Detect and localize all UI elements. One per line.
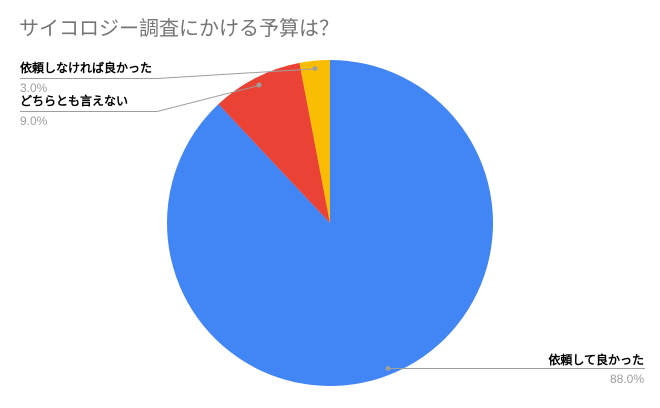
callout-percent-big-slice: 88.0% bbox=[609, 372, 644, 386]
pie-slice-0[interactable] bbox=[167, 60, 494, 386]
pie-slices bbox=[167, 60, 494, 386]
callout-label-small-slice: 依頼しなければ良かった bbox=[20, 61, 153, 75]
callout-label-big-slice: 依頼して良かった bbox=[548, 353, 644, 367]
leader-dot-small-slice bbox=[312, 66, 318, 71]
callout-label-mid-slice: どちらとも言えない bbox=[20, 94, 129, 108]
leader-line-mid-slice bbox=[20, 85, 260, 112]
callout-percent-small-slice: 3.0% bbox=[20, 81, 48, 95]
pie-slice-2[interactable] bbox=[299, 60, 330, 223]
callout-percent-mid-slice: 9.0% bbox=[20, 114, 48, 128]
pie-slice-1[interactable] bbox=[218, 62, 330, 223]
leader-line-small-slice bbox=[20, 68, 314, 79]
chart-title: サイコロジー調査にかける予算は？ bbox=[19, 18, 339, 40]
leader-dot-big-slice bbox=[385, 366, 391, 371]
leader-dot-mid-slice bbox=[256, 82, 262, 88]
